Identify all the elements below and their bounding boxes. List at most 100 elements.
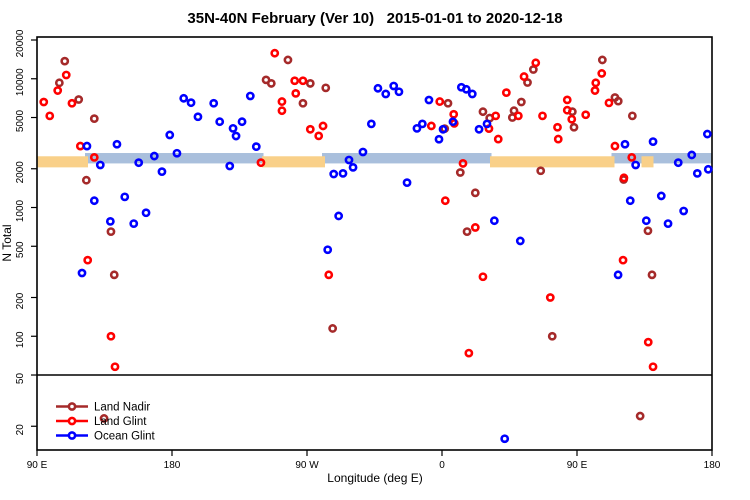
data-point-ocean-glint: [613, 270, 623, 280]
data-point-ocean-glint: [134, 158, 144, 168]
data-point-land-glint: [545, 293, 555, 302]
data-point-land-nadir: [89, 114, 99, 124]
data-point-land-glint: [470, 223, 480, 232]
y-axis-tick-label: 500: [15, 241, 26, 258]
data-point-ocean-glint: [625, 196, 635, 206]
data-point-ocean-glint: [344, 155, 354, 165]
data-point-ocean-glint: [237, 117, 247, 127]
x-axis-tick-label: 90 W: [295, 460, 319, 471]
data-point-ocean-glint: [648, 137, 658, 147]
data-point-land-glint: [553, 134, 563, 144]
data-point-ocean-glint: [366, 119, 376, 129]
legend-label: Land Nadir: [94, 402, 150, 414]
data-point-land-glint: [458, 159, 468, 168]
data-point-ocean-glint: [656, 191, 666, 201]
data-point-land-glint: [618, 255, 628, 265]
data-point-land-glint: [531, 58, 541, 68]
data-point-ocean-glint: [448, 117, 458, 127]
ocean-max-band: [611, 153, 712, 164]
data-point-land-glint: [277, 106, 287, 116]
data-point-ocean-glint: [334, 211, 344, 221]
data-point-ocean-glint: [323, 245, 333, 255]
data-point-land-glint: [604, 98, 614, 108]
data-point-ocean-glint: [129, 219, 139, 228]
data-point-land-glint: [256, 158, 266, 168]
data-point-land-glint: [106, 331, 116, 341]
chart-title: 35N-40N February (Ver 10) 2015-01-01 to …: [187, 10, 563, 27]
data-point-land-glint: [110, 362, 120, 372]
data-point-land-glint: [83, 255, 93, 265]
data-point-ocean-glint: [179, 93, 189, 103]
data-point-land-nadir: [462, 227, 472, 236]
data-point-ocean-glint: [489, 216, 499, 226]
data-point-ocean-glint: [474, 124, 484, 134]
data-point-ocean-glint: [89, 196, 99, 206]
data-point-land-nadir: [516, 97, 526, 107]
y-axis-tick-label: 200: [15, 292, 26, 309]
data-point-land-glint: [597, 69, 607, 78]
data-point-land-glint: [324, 270, 334, 280]
data-point-land-glint: [449, 109, 459, 119]
data-point-land-glint: [562, 105, 572, 115]
data-point-ocean-glint: [424, 95, 434, 105]
data-point-land-nadir: [60, 56, 70, 66]
data-point-ocean-glint: [702, 129, 712, 139]
data-point-land-glint: [538, 111, 547, 121]
data-point-land-nadir: [54, 78, 64, 88]
legend-marker: [67, 402, 77, 411]
data-point-ocean-glint: [231, 131, 241, 141]
x-axis-tick-label: 90 E: [27, 460, 48, 471]
data-point-land-glint: [277, 97, 287, 106]
y-axis-tick-label: 1000: [15, 199, 26, 222]
data-point-land-glint: [567, 114, 577, 124]
data-point-ocean-glint: [402, 178, 412, 188]
x-axis-tick-label: 180: [704, 460, 721, 471]
data-point-land-glint: [643, 337, 653, 347]
data-point-land-nadir: [627, 111, 637, 121]
data-point-land-nadir: [523, 78, 532, 87]
data-point-land-nadir: [74, 95, 84, 104]
data-point-ocean-glint: [193, 112, 203, 122]
data-point-ocean-glint: [228, 123, 238, 133]
data-point-land-glint: [426, 121, 436, 131]
land-max-band: [262, 156, 325, 168]
data-point-land-glint: [291, 88, 301, 98]
data-point-land-nadir: [647, 270, 657, 280]
data-point-ocean-glint: [631, 160, 641, 170]
data-point-land-glint: [610, 141, 620, 151]
data-point-ocean-glint: [389, 81, 399, 91]
land-max-band: [641, 156, 654, 168]
data-point-land-glint: [619, 173, 629, 183]
data-point-ocean-glint: [245, 91, 255, 101]
data-point-land-glint: [513, 111, 523, 121]
y-axis-tick-label: 100: [15, 331, 26, 348]
data-point-ocean-glint: [641, 216, 651, 226]
data-point-ocean-glint: [338, 169, 348, 178]
data-point-land-glint: [75, 141, 85, 151]
data-point-ocean-glint: [417, 119, 427, 129]
data-point-land-nadir: [470, 188, 480, 198]
data-point-ocean-glint: [112, 139, 122, 149]
x-axis-tick-label: 90 E: [567, 460, 588, 471]
data-point-land-glint: [67, 98, 77, 108]
data-point-ocean-glint: [95, 160, 105, 170]
y-axis-tick-label: 5000: [15, 109, 26, 132]
data-point-land-nadir: [643, 226, 653, 236]
ocean-max-band: [85, 153, 264, 164]
data-point-land-glint: [501, 88, 511, 98]
data-point-land-nadir: [81, 175, 91, 185]
data-point-land-nadir: [597, 55, 607, 65]
data-point-land-nadir: [328, 324, 338, 333]
data-point-ocean-glint: [663, 219, 673, 228]
data-point-ocean-glint: [186, 98, 196, 108]
legend-label: Land Glint: [94, 416, 147, 428]
data-point-ocean-glint: [165, 130, 175, 140]
y-axis-tick-label: 2000: [15, 161, 26, 184]
data-point-land-glint: [45, 111, 55, 121]
data-point-ocean-glint: [515, 236, 525, 246]
data-point-land-nadir: [455, 168, 465, 177]
data-point-land-glint: [553, 122, 562, 132]
data-point-land-nadir: [635, 411, 645, 421]
data-point-land-nadir: [443, 98, 453, 108]
